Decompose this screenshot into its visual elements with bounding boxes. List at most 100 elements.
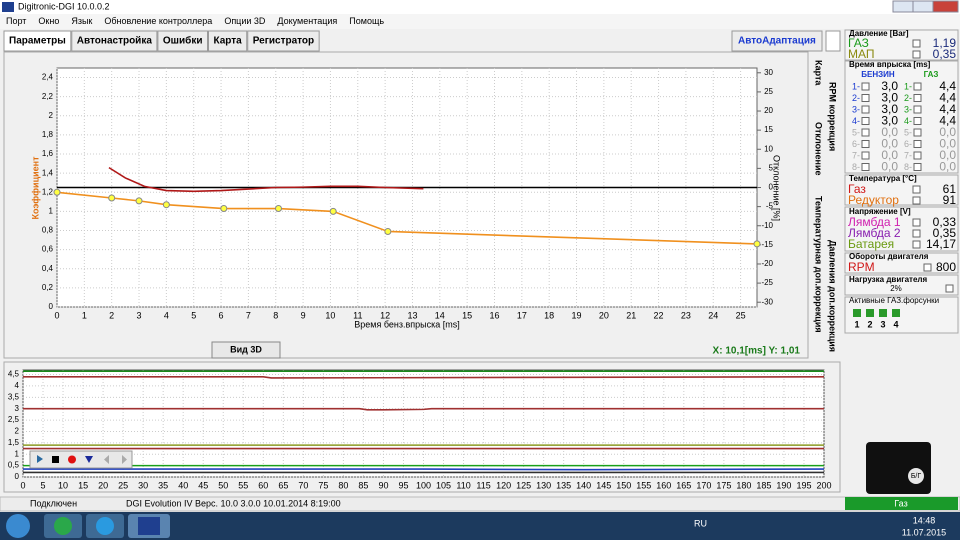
checkbox[interactable]: [861, 128, 870, 137]
y-tick-label: 0: [15, 472, 20, 481]
checkbox[interactable]: [913, 128, 922, 137]
switch-label: Б/Г: [911, 473, 922, 480]
stop-button[interactable]: [52, 456, 59, 463]
y2-tick-label: 15: [764, 125, 773, 134]
play-button[interactable]: [37, 455, 43, 463]
checkbox[interactable]: [913, 82, 922, 91]
tab[interactable]: [208, 30, 248, 52]
back-button[interactable]: [104, 455, 109, 464]
menu-item[interactable]: Помощь: [349, 16, 384, 26]
side-tab[interactable]: Карта: [814, 60, 824, 86]
close-button[interactable]: [932, 0, 959, 13]
x-tick-label: 8: [273, 310, 278, 320]
checkbox[interactable]: [861, 82, 870, 91]
x-tick-label: 1: [82, 310, 87, 320]
row-value: 0,35: [933, 47, 957, 61]
load-value: 2%: [890, 284, 902, 293]
checkbox[interactable]: [912, 218, 921, 227]
y2-tick-label: 30: [764, 68, 773, 77]
x-tick-label: 180: [736, 480, 751, 490]
row-index: 1-: [852, 81, 860, 91]
menu-item[interactable]: Порт: [6, 16, 26, 26]
side-tab[interactable]: Температурная доп.коррекция: [814, 196, 824, 333]
app-icon-3: [138, 517, 160, 535]
gas-time: 0,0: [939, 148, 956, 162]
checkbox[interactable]: [913, 163, 922, 171]
x-tick-label: 190: [776, 480, 791, 490]
checkbox[interactable]: [912, 39, 921, 48]
checkbox[interactable]: [913, 140, 922, 148]
checkbox[interactable]: [912, 240, 921, 249]
checkbox[interactable]: [945, 284, 954, 293]
tab[interactable]: [247, 30, 320, 52]
checkbox[interactable]: [913, 105, 922, 114]
checkbox[interactable]: [861, 117, 870, 125]
app-icon-2: [96, 517, 114, 535]
x-tick-label: 5: [191, 310, 196, 320]
menu-item[interactable]: Опции 3D: [224, 16, 266, 26]
y-tick-label: 1,8: [42, 130, 54, 139]
mode-label: Газ: [894, 498, 907, 508]
tab[interactable]: [157, 30, 208, 52]
x-tick-label: 100: [416, 480, 431, 490]
checkbox[interactable]: [912, 196, 921, 205]
checkbox[interactable]: [923, 263, 932, 272]
y-tick-label: 1: [15, 449, 20, 458]
checkbox[interactable]: [913, 151, 922, 160]
menu-item[interactable]: Язык: [71, 16, 92, 26]
tab[interactable]: [71, 30, 158, 52]
group-title: Обороты двигателя: [849, 252, 929, 261]
y2-tick-label: -15: [761, 240, 773, 249]
record-button[interactable]: [68, 455, 76, 464]
minimize-button[interactable]: [892, 0, 914, 13]
x-tick-label: 21: [626, 310, 636, 320]
menu-item[interactable]: Документация: [277, 16, 337, 26]
checkbox[interactable]: [912, 50, 921, 59]
row-index: 3-: [904, 104, 912, 114]
checkbox[interactable]: [861, 163, 870, 171]
injector-label: 1: [854, 319, 859, 329]
menu-item[interactable]: Окно: [38, 16, 59, 26]
checkbox[interactable]: [913, 94, 922, 102]
y-tick-label: 1,4: [42, 168, 54, 177]
side-tab[interactable]: RPM коррекция: [828, 82, 838, 151]
row-label: Редуктор: [848, 193, 899, 207]
x-tick-label: 90: [378, 480, 388, 490]
x-tick-label: 35: [158, 480, 168, 490]
start-button[interactable]: [6, 514, 30, 538]
point-marker: [753, 240, 761, 248]
x-tick-label: 7: [246, 310, 251, 320]
x-tick-label: 115: [476, 480, 490, 490]
maximize-button[interactable]: [912, 0, 934, 13]
checkbox[interactable]: [913, 117, 922, 125]
down-button[interactable]: [85, 456, 93, 463]
controls-bar: [29, 450, 133, 469]
checkbox[interactable]: [912, 185, 921, 194]
tab-label: Ошибки: [163, 35, 203, 47]
y2-tick-label: -20: [761, 259, 773, 268]
view-3d-button[interactable]: [211, 341, 281, 359]
panel-group: [844, 174, 959, 206]
auto-adapt-button[interactable]: [731, 30, 823, 52]
row-label: RPM: [848, 260, 875, 274]
side-tab[interactable]: Давления доп.коррекция: [828, 240, 838, 352]
checkbox[interactable]: [861, 94, 870, 102]
gas-time: 4,4: [939, 102, 956, 116]
side-tab[interactable]: Отклонение: [814, 122, 824, 176]
point-marker: [329, 207, 337, 215]
y2-tick-label: -10: [761, 221, 773, 230]
checkbox[interactable]: [861, 151, 870, 160]
y-tick-label: 2,5: [8, 415, 20, 424]
x-tick-label: 80: [338, 480, 348, 490]
menu-item[interactable]: Обновление контроллера: [104, 16, 212, 26]
checkbox[interactable]: [861, 140, 870, 148]
checkbox[interactable]: [861, 105, 870, 114]
x-tick-label: 14: [435, 310, 445, 320]
switch-widget[interactable]: [866, 442, 931, 494]
pin-button[interactable]: [825, 30, 841, 52]
forward-button[interactable]: [122, 455, 127, 464]
checkbox[interactable]: [912, 229, 921, 238]
playback-controls: [29, 450, 133, 469]
x-tick-label: 18: [544, 310, 554, 320]
tab[interactable]: [3, 30, 72, 52]
